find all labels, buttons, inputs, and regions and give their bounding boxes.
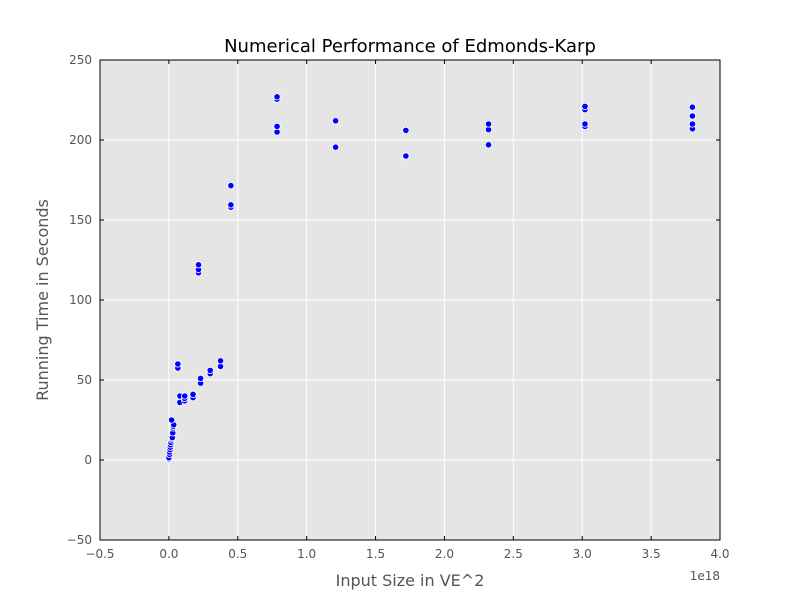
data-point bbox=[402, 126, 410, 134]
y-tick-label: 250 bbox=[69, 53, 92, 67]
data-point bbox=[273, 122, 281, 131]
y-tick-label: 150 bbox=[69, 213, 92, 227]
data-point bbox=[402, 152, 410, 160]
x-tick-label: −0.5 bbox=[85, 547, 114, 561]
y-tick-label: 100 bbox=[69, 293, 92, 307]
data-point bbox=[168, 416, 176, 424]
axis-ticks: −0.5 0.0 0.5 1.0 1.5 2.0 2.5 3.0 3.5 4.0 −50 0 50 100… bbox=[67, 53, 730, 561]
data-point bbox=[688, 112, 697, 120]
x-tick-label: 1.0 bbox=[297, 547, 316, 561]
data-point bbox=[181, 392, 189, 400]
x-tick-label: 2.5 bbox=[504, 547, 523, 561]
y-tick-label: −50 bbox=[67, 533, 92, 547]
x-tick-label: 4.0 bbox=[710, 547, 729, 561]
x-tick-label: 0.5 bbox=[228, 547, 247, 561]
data-points bbox=[165, 93, 697, 464]
data-point bbox=[273, 93, 281, 101]
data-point bbox=[174, 360, 182, 368]
data-point bbox=[206, 366, 214, 374]
x-tick-label: 0.0 bbox=[159, 547, 178, 561]
data-point bbox=[581, 102, 589, 111]
y-tick-label: 0 bbox=[84, 453, 92, 467]
data-point bbox=[688, 103, 697, 111]
data-point bbox=[331, 143, 340, 151]
x-axis-offset-label: 1e18 bbox=[690, 569, 720, 583]
data-point bbox=[688, 120, 697, 128]
chart-title: Numerical Performance of Edmonds-Karp bbox=[224, 36, 596, 57]
data-point bbox=[196, 374, 205, 382]
x-axis-label: Input Size in VE^2 bbox=[336, 571, 485, 590]
data-point bbox=[227, 182, 235, 190]
y-tick-label: 50 bbox=[77, 373, 92, 387]
x-tick-label: 3.0 bbox=[573, 547, 592, 561]
x-tick-label: 1.5 bbox=[366, 547, 385, 561]
x-tick-label: 3.5 bbox=[642, 547, 661, 561]
x-tick-label: 2.0 bbox=[435, 547, 454, 561]
data-point bbox=[581, 120, 589, 128]
data-point bbox=[227, 201, 235, 209]
data-point bbox=[331, 117, 340, 125]
data-point bbox=[194, 261, 203, 269]
data-point bbox=[216, 357, 225, 365]
data-point bbox=[189, 390, 197, 398]
data-point bbox=[484, 141, 493, 149]
y-tick-label: 200 bbox=[69, 133, 92, 147]
y-axis-label: Running Time in Seconds bbox=[33, 199, 52, 401]
data-point bbox=[484, 120, 493, 128]
